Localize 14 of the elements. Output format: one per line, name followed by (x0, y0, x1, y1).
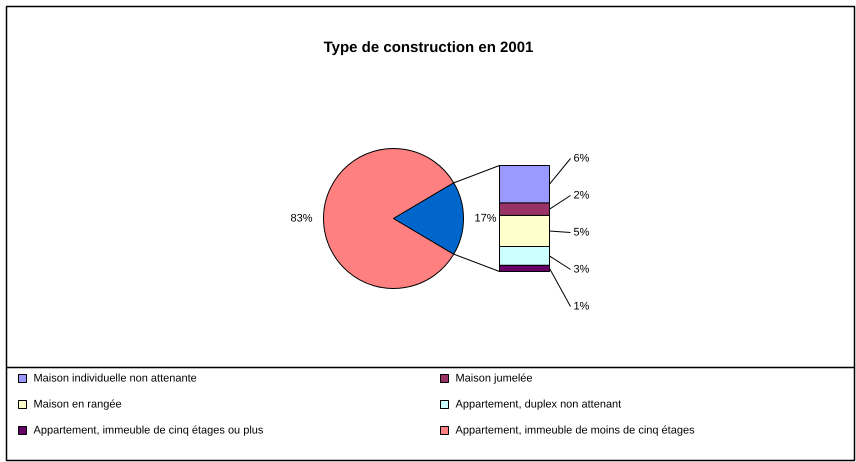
data-label: 83% (290, 212, 313, 224)
data-label: 6% (574, 152, 590, 164)
chart-title: Type de construction en 2001 (324, 39, 534, 56)
data-label: 5% (574, 226, 590, 238)
legend-label: Maison en rangée (34, 398, 122, 410)
legend-label: Appartement, duplex non attenant (456, 398, 622, 410)
legend-label: Appartement, immeuble de cinq étages ou plus (34, 424, 264, 436)
legend-label: Maison individuelle non attenante (34, 372, 197, 384)
legend-label: Appartement, immeuble de moins de cinq étages (456, 424, 696, 436)
data-label: 3% (574, 264, 590, 276)
data-label: 1% (574, 300, 590, 312)
data-label: 17% (474, 212, 497, 224)
data-label: 2% (574, 190, 590, 202)
legend-label: Maison jumelée (456, 372, 533, 384)
